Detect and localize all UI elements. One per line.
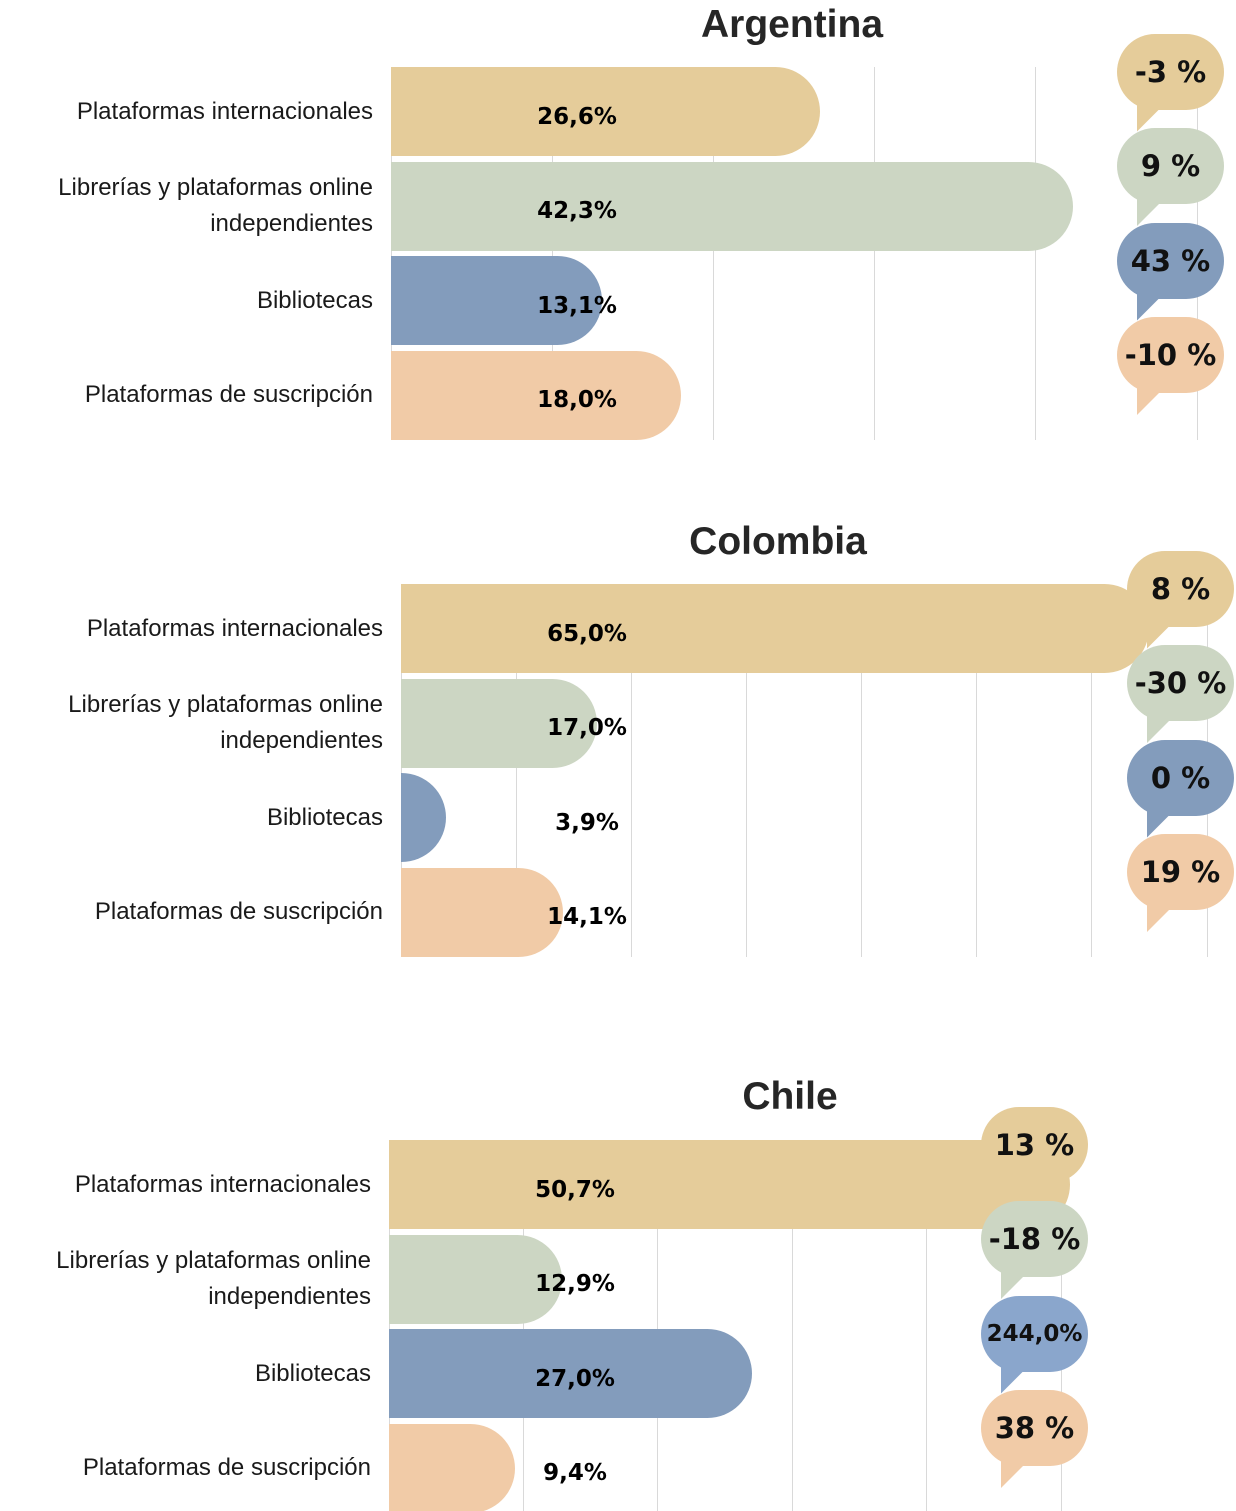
category-label: Bibliotecas: [256, 286, 373, 314]
bar: [391, 161, 1073, 251]
change-bubble: -10 %: [1117, 317, 1224, 393]
change-bubble: -18 %: [981, 1201, 1088, 1277]
change-bubble: 9 %: [1117, 128, 1224, 204]
change-label: 244,0%: [986, 1320, 1083, 1347]
change-label: 38 %: [994, 1411, 1075, 1445]
grid-line: [861, 584, 863, 957]
grid-line: [390, 67, 392, 440]
grid-line: [551, 67, 553, 440]
grid-line: [976, 584, 978, 957]
chart-title: Chile: [742, 1075, 838, 1118]
bar: [389, 1234, 563, 1324]
category-label: Plataformas de suscripción: [82, 1454, 371, 1481]
change-bubble: 8 %: [1127, 550, 1234, 627]
change-label: 9 %: [1140, 149, 1201, 183]
value-label: 17,0%: [547, 715, 627, 741]
bar: [391, 67, 820, 156]
value-label: 50,7%: [535, 1176, 615, 1203]
value-label: 26,6%: [537, 103, 617, 130]
value-label: 12,9%: [535, 1271, 615, 1297]
change-bubble: 244,0%: [981, 1295, 1088, 1372]
change-label: 43 %: [1130, 243, 1211, 278]
category-label: Librerías y plataformas online independi…: [56, 1247, 371, 1310]
bar: [389, 1140, 1071, 1229]
grid-line: [745, 584, 747, 957]
change-label: 13 %: [994, 1127, 1075, 1162]
category-label: Plataformas de suscripción: [94, 898, 383, 925]
grid-line: [522, 1140, 524, 1511]
grid-line: [515, 584, 517, 957]
bar: [391, 350, 682, 440]
bar: [401, 867, 564, 957]
grid-line: [874, 67, 876, 440]
value-label: 42,3%: [537, 198, 617, 224]
grid-line: [926, 1140, 928, 1511]
change-label: 8 %: [1150, 571, 1211, 606]
change-bubble: 43 %: [1117, 222, 1224, 299]
grid-line: [712, 67, 714, 440]
change-bubble: -3 %: [1117, 33, 1224, 110]
value-label: 18,0%: [537, 387, 617, 413]
category-label: Plataformas de suscripción: [84, 381, 373, 408]
chart-title: Argentina: [700, 3, 884, 46]
value-label: 27,0%: [535, 1365, 615, 1392]
category-label: Plataformas internacionales: [86, 614, 383, 642]
change-label: 0 %: [1150, 760, 1211, 795]
bar: [391, 256, 603, 345]
category-label: Librerías y plataformas online independi…: [68, 691, 383, 754]
grid-line: [400, 584, 402, 957]
grid-line: [1091, 584, 1093, 957]
change-label: -30 %: [1134, 666, 1227, 700]
category-label: Librerías y plataformas online independi…: [58, 174, 373, 237]
category-label: Bibliotecas: [266, 803, 383, 831]
grid-line: [657, 1140, 659, 1511]
bar: [389, 1329, 752, 1418]
change-label: -18 %: [988, 1222, 1081, 1256]
category-label: Plataformas internacionales: [74, 1170, 371, 1198]
grid-line: [630, 584, 632, 957]
chart-title: Colombia: [689, 520, 867, 563]
value-label: 9,4%: [543, 1460, 607, 1486]
grid-line: [388, 1140, 390, 1511]
category-label: Bibliotecas: [254, 1359, 371, 1387]
value-label: 14,1%: [547, 904, 627, 930]
change-bubble: -30 %: [1127, 645, 1234, 721]
category-label: Plataformas internacionales: [76, 97, 373, 125]
change-bubble: 19 %: [1127, 834, 1234, 910]
bar: [389, 1423, 516, 1511]
bar: [401, 584, 1150, 673]
value-label: 3,9%: [555, 809, 619, 836]
grid-line: [791, 1140, 793, 1511]
change-label: -3 %: [1134, 54, 1207, 89]
change-label: -10 %: [1124, 338, 1217, 372]
value-label: 65,0%: [547, 620, 627, 647]
change-bubble: 38 %: [981, 1390, 1088, 1466]
change-bubble: 13 %: [981, 1106, 1088, 1183]
change-bubble: 0 %: [1127, 739, 1234, 816]
grid-line: [1035, 67, 1037, 440]
value-label: 13,1%: [537, 292, 617, 319]
bar: [401, 678, 597, 768]
bar: [401, 773, 446, 862]
change-label: 19 %: [1140, 855, 1221, 889]
